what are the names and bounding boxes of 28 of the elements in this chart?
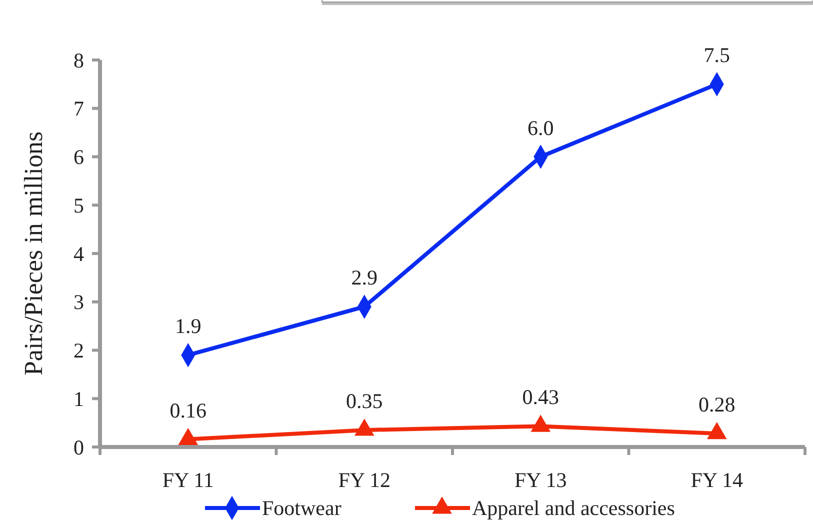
data-label: 0.43 <box>522 385 559 410</box>
y-tick-label: 0 <box>74 435 84 460</box>
data-label: 7.5 <box>704 43 730 68</box>
y-tick-label: 4 <box>74 242 84 266</box>
data-label: 0.16 <box>170 398 206 422</box>
x-tick-label: FY 13 <box>514 468 567 492</box>
y-tick-label: 3 <box>74 290 84 314</box>
legend-label: Footwear <box>262 496 342 520</box>
y-tick-label: 2 <box>74 338 84 363</box>
x-tick-label: FY 12 <box>338 468 391 492</box>
x-tick-label: FY 14 <box>690 468 744 492</box>
point <box>706 422 727 440</box>
data-label: 0.28 <box>698 392 736 416</box>
point <box>354 418 374 436</box>
y-tick-label: 8 <box>74 48 84 72</box>
data-label: 2.9 <box>351 266 378 290</box>
y-tick-label: 6 <box>74 145 84 170</box>
data-label: 0.35 <box>346 389 383 414</box>
y-tick-label: 5 <box>74 193 84 218</box>
point <box>178 428 198 445</box>
data-label: 1.9 <box>175 314 202 338</box>
y-tick-label: 7 <box>74 96 84 121</box>
y-axis-title: Pairs/Pieces in millions <box>19 131 48 376</box>
y-tick-label: 1 <box>74 386 84 411</box>
legend-label: Apparel and accessories <box>472 496 675 520</box>
x-tick-label: FY 11 <box>162 468 214 492</box>
data-label: 6.0 <box>528 116 554 140</box>
point <box>530 414 551 432</box>
